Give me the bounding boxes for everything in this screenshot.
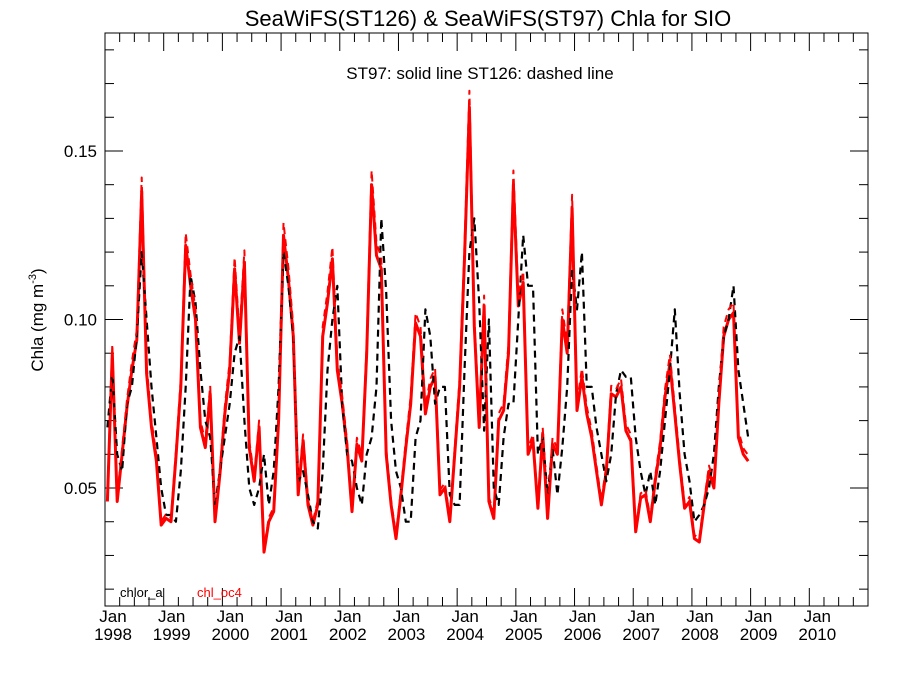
x-tick-label-month: Jan xyxy=(158,607,185,626)
series-chl-oc4-st126-dashed xyxy=(106,89,750,550)
x-tick-label-year: 2002 xyxy=(329,625,367,644)
x-tick-label-month: Jan xyxy=(628,607,655,626)
chart-title: SeaWiFS(ST126) & SeaWiFS(ST97) Chla for … xyxy=(245,6,732,31)
x-tick-label-year: 2003 xyxy=(388,625,426,644)
chart-annotation: ST97: solid line ST126: dashed line xyxy=(346,64,613,83)
x-tick-label-month: Jan xyxy=(510,607,537,626)
x-tick-label-year: 2008 xyxy=(681,625,719,644)
x-tick-label-month: Jan xyxy=(393,607,420,626)
x-tick-label-month: Jan xyxy=(334,607,361,626)
series-layer xyxy=(105,89,750,554)
x-axis-ticks: Jan1998Jan1999Jan2000Jan2001Jan2002Jan20… xyxy=(94,33,869,644)
x-tick-label-month: Jan xyxy=(745,607,772,626)
x-tick-label-year: 2010 xyxy=(798,625,836,644)
legend-entry-chlor-a: chlor_a xyxy=(120,585,163,600)
x-tick-label-month: Jan xyxy=(99,607,126,626)
x-tick-label-year: 1998 xyxy=(94,625,132,644)
y-axis-label: Chla (mg m-3) xyxy=(27,268,47,371)
x-tick-label-month: Jan xyxy=(686,607,713,626)
y-axis-label-main: Chla (mg m xyxy=(28,284,47,372)
x-tick-label-year: 2004 xyxy=(446,625,484,644)
x-tick-label-month: Jan xyxy=(217,607,244,626)
legend-entry-chl-oc4: chl_oc4 xyxy=(197,585,242,600)
x-tick-label-year: 2001 xyxy=(270,625,308,644)
x-tick-label-month: Jan xyxy=(275,607,302,626)
x-tick-label-month: Jan xyxy=(569,607,596,626)
x-tick-label-year: 2000 xyxy=(211,625,249,644)
plot-frame xyxy=(104,32,869,607)
y-axis-ticks: 0.05 0.10 0.15 xyxy=(64,49,868,590)
y-axis-label-end: ) xyxy=(28,268,47,274)
y-axis-label-sup: -3 xyxy=(27,274,39,284)
x-tick-label-year: 2009 xyxy=(740,625,778,644)
x-tick-label-year: 2005 xyxy=(505,625,543,644)
x-tick-label-month: Jan xyxy=(804,607,831,626)
x-tick-label-year: 1999 xyxy=(153,625,191,644)
y-tick-label: 0.05 xyxy=(64,479,97,498)
series-chlor-a-st126-dashed xyxy=(106,217,750,530)
x-tick-label-month: Jan xyxy=(451,607,478,626)
y-tick-label: 0.15 xyxy=(64,142,97,161)
y-tick-label: 0.10 xyxy=(64,311,97,330)
x-tick-label-year: 2006 xyxy=(564,625,602,644)
x-tick-label-year: 2007 xyxy=(622,625,660,644)
